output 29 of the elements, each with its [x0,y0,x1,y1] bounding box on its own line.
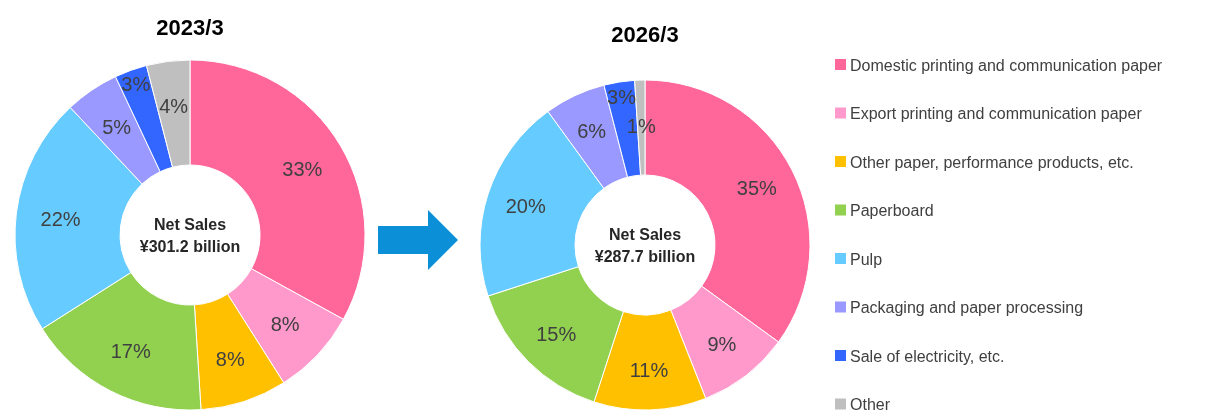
legend-label: Packaging and paper processing [850,299,1084,316]
data-label: 8% [270,313,300,336]
text: ¥287.7 billion [594,247,696,265]
data-label: 5% [102,116,132,139]
legend-label: Export printing and communication paper [850,105,1143,122]
data-label: 22% [40,207,81,230]
legend-label: Paperboard [850,202,934,219]
data-label: 8% [215,348,245,371]
data-label: 1% [626,114,656,137]
data-label: 15% [536,322,577,345]
data-label: 33% [282,157,323,180]
data-label: 3% [121,73,151,96]
data-label: 9% [707,333,737,356]
data-label: 35% [736,177,778,200]
data-label: 11% [629,359,669,382]
text: Net Sales [153,215,227,233]
data-label: 20% [505,195,546,218]
chart-title: 2026/3 [611,22,679,47]
text: Net Sales [608,225,682,243]
data-label: 17% [110,340,151,363]
legend-label: Other [850,396,891,413]
legend-label: Sale of electricity, etc. [850,347,1005,365]
data-label: 6% [577,120,607,143]
legend-label: Pulp [850,250,883,268]
legend-label: Other paper, performance products, etc. [850,153,1134,171]
text: ¥301.2 billion [139,237,241,255]
data-label: 4% [159,94,189,117]
chart-title: 2023/3 [156,15,224,40]
legend-label: Domestic printing and communication paper [850,56,1163,74]
